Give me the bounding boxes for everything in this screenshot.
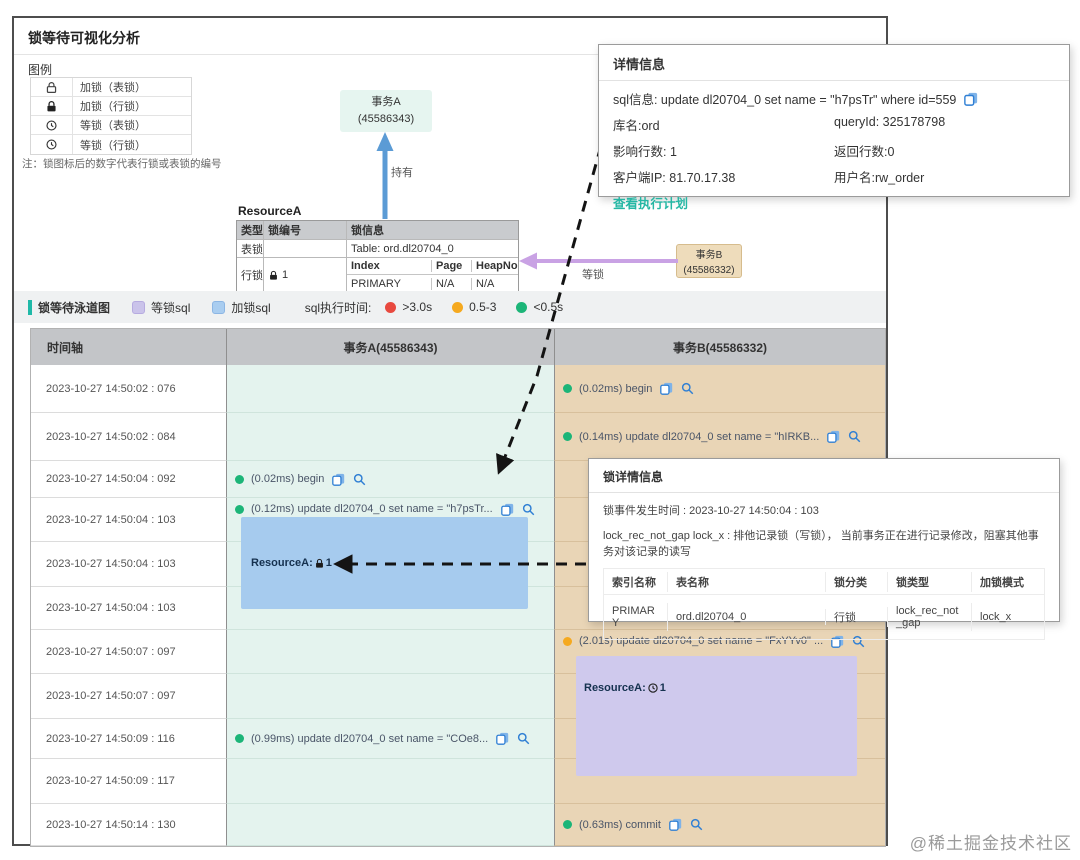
header-time-axis: 时间轴: [47, 340, 84, 355]
exec-time-dot: [235, 734, 244, 743]
returned-rows: 返回行数:0: [834, 145, 895, 159]
wait-sql-legend: 等锁sql: [132, 299, 190, 316]
table-lock-row: 表锁 Table: ord.dl20704_0: [237, 239, 518, 257]
wait-clock-icon: [646, 682, 660, 694]
col-index-name: 索引名称: [604, 571, 668, 592]
red-dot-icon: [385, 301, 397, 313]
swimlane-title: 锁等待泳道图: [38, 300, 111, 315]
copy-icon[interactable]: [831, 635, 844, 648]
magnifier-icon[interactable]: [848, 430, 861, 443]
db-name: 库名:ord: [613, 119, 660, 133]
wait-clock-icon: [31, 116, 73, 134]
magnifier-icon[interactable]: [353, 473, 366, 486]
legend-label: 图例: [28, 63, 53, 77]
lock-type-description: lock_rec_not_gap lock_x : 排他记录锁（写锁）， 当前事…: [603, 530, 1039, 558]
watermark: @稀土掘金技术社区: [909, 834, 1072, 853]
hold-arrow-label: 持有: [391, 167, 413, 179]
lock-filled-icon: [268, 270, 279, 281]
wait-arrow-label: 等锁: [582, 269, 604, 281]
row-lock-subtable: Index Page HeapNo PRIMARY N/A N/A: [347, 258, 518, 292]
sql-detail-popup: 详情信息 sql信息: update dl20704_0 set name = …: [598, 44, 1070, 211]
copy-icon[interactable]: [500, 503, 514, 516]
popup-title: 锁详情信息: [589, 459, 1059, 493]
timeline-table: 时间轴 事务A(45586343) 事务B(45586332) 2023-10-…: [30, 328, 886, 847]
header-transaction-b: 事务B(45586332): [554, 329, 885, 365]
wait-clock-icon: [31, 135, 73, 154]
wait-sql-span-box[interactable]: ResourceA: 1: [576, 656, 857, 776]
exec-time-dot: [235, 474, 244, 484]
exec-time-label: sql执行时间:: [304, 300, 372, 315]
col-lock-no: 锁编号: [264, 221, 347, 239]
title-divider: [14, 54, 886, 55]
lock-filled-icon: [313, 558, 326, 569]
copy-icon[interactable]: [660, 382, 673, 395]
copy-icon[interactable]: [496, 732, 509, 745]
view-exec-plan-link[interactable]: 查看执行计划: [613, 197, 689, 211]
exec-time-dot: [563, 637, 572, 646]
exec-time-dot: [563, 432, 572, 441]
magnifier-icon[interactable]: [690, 818, 703, 831]
resource-a-lock-label: ResourceA: 1: [251, 557, 332, 569]
col-lock-class: 锁分类: [826, 571, 888, 592]
orange-dot-icon: [452, 301, 464, 313]
magnifier-icon[interactable]: [681, 382, 694, 395]
table-row: 2023-10-27 14:50:14 : 130 (0.63ms) commi…: [31, 804, 885, 846]
wait-sql-swatch: [132, 300, 146, 314]
legend-item-wait-row-lock: 等锁（行锁）: [31, 135, 191, 154]
col-table-name: 表名称: [668, 571, 826, 592]
copy-icon[interactable]: [669, 818, 682, 831]
resource-a-wait-label: ResourceA: 1: [584, 682, 666, 694]
table-row: PRIMARY ord.dl20704_0 行锁 lock_rec_not_ga…: [604, 595, 1044, 639]
lock-sql-legend: 加锁sql: [212, 299, 271, 316]
threshold-fast: <0.5s: [516, 300, 563, 314]
swimlane-toolbar: 锁等待泳道图 等锁sql 加锁sql sql执行时间: >3.0s 0.5-3 …: [14, 291, 886, 323]
magnifier-icon[interactable]: [522, 503, 535, 516]
lock-sql-span-box[interactable]: ResourceA: 1: [241, 517, 528, 609]
legend-table: 加锁（表锁） 加锁（行锁） 等锁（表锁） 等锁（行锁）: [30, 77, 192, 155]
exec-time-dot: [563, 384, 572, 393]
col-lock-mode: 加锁模式: [980, 576, 1024, 589]
legend-item-table-lock: 加锁（表锁）: [31, 78, 191, 97]
table-row: 2023-10-27 14:50:02 : 084 (0.14ms) updat…: [31, 413, 885, 461]
affected-rows: 影响行数: 1: [613, 145, 677, 159]
transaction-b-node[interactable]: 事务B (45586332): [676, 244, 742, 278]
magnifier-icon[interactable]: [517, 732, 530, 745]
legend-item-wait-table-lock: 等锁（表锁）: [31, 116, 191, 135]
threshold-medium: 0.5-3: [452, 300, 496, 314]
lock-detail-popup: 锁详情信息 锁事件发生时间 : 2023-10-27 14:50:04 : 10…: [588, 458, 1060, 640]
resource-a-table: 类型 锁编号 锁信息 表锁 Table: ord.dl20704_0 行锁 1 …: [236, 220, 519, 293]
header-transaction-a: 事务A(45586343): [226, 329, 554, 365]
sql-info-text: sql信息: update dl20704_0 set name = "h7ps…: [613, 93, 957, 107]
transaction-a-node[interactable]: 事务A (45586343): [340, 90, 432, 132]
page-title: 锁等待可视化分析: [28, 30, 140, 46]
timeline-header: 时间轴 事务A(45586343) 事务B(45586332): [31, 329, 885, 365]
exec-time-dot: [235, 505, 244, 514]
lock-filled-icon: [31, 97, 73, 115]
client-ip: 客户端IP: 81.70.17.38: [613, 171, 736, 185]
col-lock-type: 锁类型: [888, 571, 972, 592]
copy-icon[interactable]: [332, 473, 345, 486]
green-dot-icon: [516, 301, 528, 313]
threshold-slow: >3.0s: [385, 300, 432, 314]
query-id: queryId: 325178798: [834, 115, 946, 129]
user-name: 用户名:rw_order: [834, 171, 925, 185]
legend-note: 注：锁图标后的数字代表行锁或表锁的编号: [22, 158, 222, 170]
lock-sql-swatch: [212, 300, 226, 314]
col-lock-info: 锁信息: [351, 225, 384, 237]
copy-icon[interactable]: [827, 430, 840, 443]
legend-item-row-lock: 加锁（行锁）: [31, 97, 191, 116]
row-lock-row: 行锁 1 Index Page HeapNo PRIMARY N/A: [237, 257, 518, 292]
lock-event-time: 锁事件发生时间 : 2023-10-27 14:50:04 : 103: [603, 505, 819, 517]
table-row: 2023-10-27 14:50:02 : 076 (0.02ms) begin: [31, 365, 885, 413]
magnifier-icon[interactable]: [852, 635, 865, 648]
col-type: 类型: [237, 221, 264, 239]
lock-detail-table: 索引名称 表名称 锁分类 锁类型 加锁模式 PRIMARY ord.dl2070…: [603, 568, 1045, 640]
popup-title: 详情信息: [599, 45, 1069, 81]
lock-outline-icon: [31, 78, 73, 96]
copy-icon[interactable]: [964, 92, 978, 106]
exec-time-dot: [563, 820, 572, 829]
resource-a-title: ResourceA: [238, 204, 302, 218]
swimlane-accent-bar: [28, 299, 32, 315]
